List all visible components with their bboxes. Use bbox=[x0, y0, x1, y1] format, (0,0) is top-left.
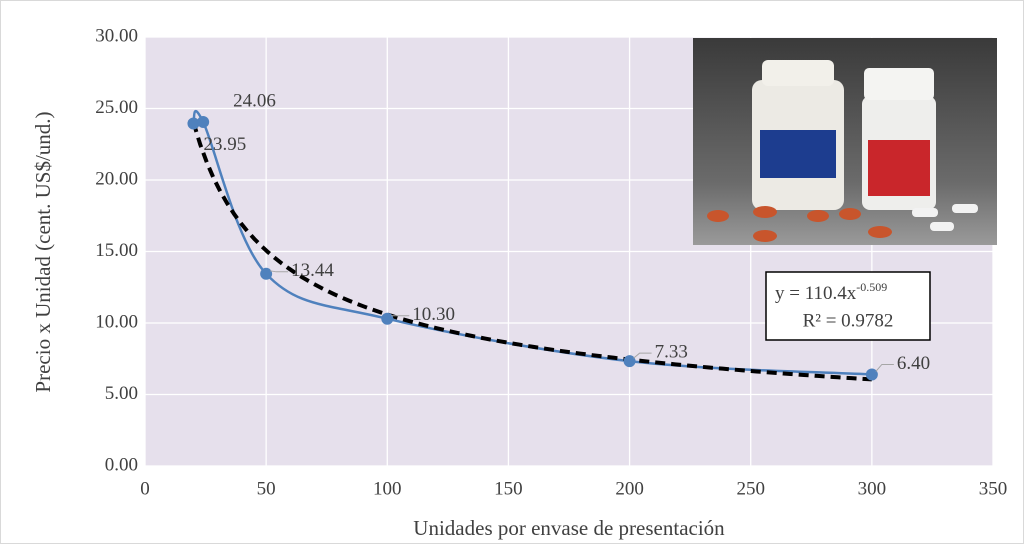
y-tick-label: 0.00 bbox=[105, 454, 138, 475]
y-tick-label: 30.00 bbox=[95, 25, 138, 46]
equation-base: y = 110.4x bbox=[775, 283, 857, 304]
data-point bbox=[197, 116, 209, 128]
x-tick-label: 0 bbox=[140, 478, 150, 499]
y-tick-label: 15.00 bbox=[95, 240, 138, 261]
x-tick-label: 250 bbox=[736, 478, 765, 499]
x-tick-label: 300 bbox=[858, 478, 887, 499]
trendline-r2: R² = 0.9782 bbox=[803, 310, 894, 331]
data-label: 13.44 bbox=[291, 260, 334, 281]
bottle-cap bbox=[762, 60, 834, 86]
photo bbox=[693, 38, 997, 245]
pill bbox=[912, 208, 938, 217]
data-point bbox=[866, 368, 878, 380]
x-tick-label: 350 bbox=[979, 478, 1008, 499]
data-label: 24.06 bbox=[233, 90, 276, 111]
bottle-cap bbox=[864, 68, 934, 100]
data-point bbox=[260, 268, 272, 280]
pill bbox=[707, 210, 729, 222]
equation-exponent: -0.509 bbox=[856, 280, 887, 294]
x-tick-label: 50 bbox=[257, 478, 276, 499]
y-tick-label: 5.00 bbox=[105, 383, 138, 404]
x-tick-label: 200 bbox=[615, 478, 644, 499]
data-label: 10.30 bbox=[412, 304, 455, 325]
pill bbox=[753, 230, 777, 242]
y-axis-title: Precio x Unidad (cent. US$/und.) bbox=[31, 111, 55, 392]
data-label: 6.40 bbox=[897, 353, 930, 374]
pill bbox=[952, 204, 978, 213]
y-tick-label: 25.00 bbox=[95, 97, 138, 118]
x-tick-label: 150 bbox=[494, 478, 523, 499]
y-tick-label: 10.00 bbox=[95, 311, 138, 332]
pill bbox=[807, 210, 829, 222]
pill bbox=[930, 222, 954, 231]
data-label: 23.95 bbox=[203, 134, 246, 155]
pill bbox=[868, 226, 892, 238]
bottle-label bbox=[868, 140, 930, 196]
equation-box: y = 110.4x-0.509 R² = 0.9782 bbox=[766, 272, 930, 340]
x-axis-title: Unidades por envase de presentación bbox=[413, 516, 725, 540]
data-point bbox=[624, 355, 636, 367]
data-point bbox=[381, 313, 393, 325]
x-tick-label: 100 bbox=[373, 478, 402, 499]
data-label: 7.33 bbox=[655, 342, 688, 363]
chart: Unidades por envase de presentación Prec… bbox=[0, 0, 1024, 544]
pill bbox=[753, 206, 777, 218]
y-tick-label: 20.00 bbox=[95, 168, 138, 189]
pill bbox=[839, 208, 861, 220]
bottle-label bbox=[760, 130, 836, 178]
